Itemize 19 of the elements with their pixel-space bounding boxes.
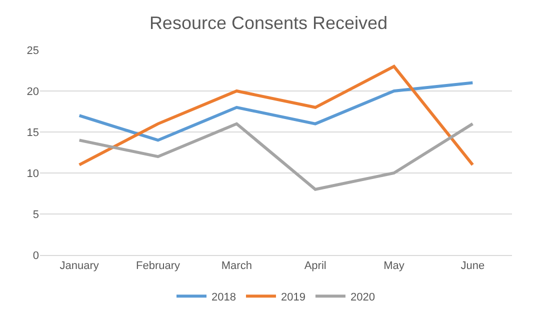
chart-title: Resource Consents Received (149, 12, 388, 33)
line-series (78, 64, 474, 166)
line-series (78, 122, 474, 191)
y-tick-label: 0 (32, 250, 39, 262)
y-tick-label: 20 (26, 86, 39, 98)
x-tick-label: January (60, 260, 100, 272)
x-tick-label: April (304, 260, 326, 272)
legend-label: 2020 (350, 291, 375, 304)
y-tick-label: 15 (26, 126, 39, 139)
x-tick-label: February (136, 260, 180, 272)
x-tick-label: May (384, 260, 405, 272)
y-tick-label: 10 (26, 168, 39, 180)
y-tick-label: 25 (26, 44, 39, 57)
x-tick-label: March (221, 260, 252, 272)
line-series (78, 81, 474, 142)
legend-label: 2019 (280, 291, 306, 304)
legend-label: 2018 (212, 291, 236, 304)
y-tick-label: 5 (32, 208, 39, 221)
x-tick-label: June (460, 260, 485, 272)
